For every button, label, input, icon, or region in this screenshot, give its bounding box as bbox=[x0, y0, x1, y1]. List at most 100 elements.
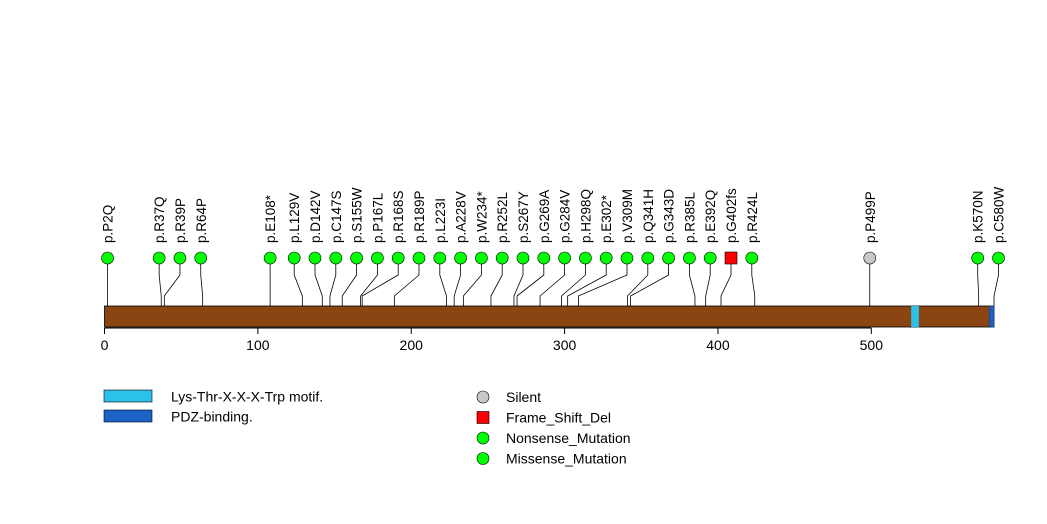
mutation-marker[interactable] bbox=[641, 251, 655, 265]
mutation-marker[interactable] bbox=[863, 251, 877, 265]
mutation-marker[interactable] bbox=[495, 251, 509, 265]
mutation-label: p.Q341H bbox=[641, 189, 656, 243]
mutation-stem bbox=[567, 258, 607, 306]
mutation-marker[interactable] bbox=[391, 251, 405, 265]
mutation-label: p.C580W bbox=[992, 186, 1007, 243]
mutation-marker[interactable] bbox=[579, 251, 592, 265]
mutation-marker[interactable] bbox=[745, 251, 759, 265]
mutation-marker[interactable] bbox=[620, 251, 634, 265]
mutation-label: p.W234* bbox=[474, 190, 489, 243]
mutation-marker[interactable] bbox=[350, 251, 363, 265]
x-tick-label: 200 bbox=[400, 337, 424, 353]
mutation-marker[interactable] bbox=[558, 251, 571, 265]
mutation-label: p.D142V bbox=[308, 190, 323, 243]
mutation-stem bbox=[163, 258, 181, 306]
x-tick-label: 300 bbox=[553, 337, 577, 353]
mutation-stem bbox=[490, 258, 503, 306]
legend-mutation-label: Nonsense_Mutation bbox=[506, 430, 631, 446]
mutation-marker[interactable] bbox=[662, 251, 675, 265]
protein-backbone bbox=[104, 305, 995, 328]
mutation-stem bbox=[627, 258, 649, 306]
mutation-marker[interactable] bbox=[287, 251, 301, 265]
mutation-marker[interactable] bbox=[173, 251, 187, 265]
mutation-label: p.P2Q bbox=[101, 205, 116, 243]
mutation-stem bbox=[329, 258, 337, 306]
mutation-marker[interactable] bbox=[329, 251, 343, 265]
mutation-stem bbox=[993, 258, 999, 306]
mutation-stem bbox=[341, 258, 358, 306]
mutation-marker[interactable] bbox=[971, 251, 985, 265]
mutation-stem bbox=[705, 258, 711, 306]
mutation-marker[interactable] bbox=[371, 251, 384, 265]
mutation-marker[interactable] bbox=[703, 251, 717, 265]
mutation-label: p.K570N bbox=[971, 190, 986, 243]
legend-domain-label: Lys-Thr-X-X-X-Trp motif. bbox=[171, 389, 323, 405]
mutation-marker[interactable] bbox=[683, 251, 696, 265]
legend-mutation-swatch bbox=[476, 411, 490, 424]
mutation-marker[interactable] bbox=[152, 251, 166, 265]
mutation-stem bbox=[539, 258, 566, 306]
mutation-stem bbox=[561, 258, 586, 306]
mutation-label: p.R424L bbox=[745, 191, 760, 243]
legend-domain-label: PDZ-binding. bbox=[171, 409, 253, 425]
mutation-marker[interactable] bbox=[412, 251, 426, 265]
mutation-marker[interactable] bbox=[194, 251, 208, 265]
mutation-stem bbox=[720, 258, 732, 306]
domain-lys-thr-x-x-x-trp-motif bbox=[911, 306, 919, 327]
mutation-label: p.R189P bbox=[412, 190, 427, 243]
mutation-label: p.C147S bbox=[329, 190, 344, 243]
mutation-stem bbox=[453, 258, 462, 306]
mutation-stem bbox=[513, 258, 524, 306]
legend-domain-swatch bbox=[103, 389, 153, 403]
x-tick-label: 500 bbox=[860, 337, 884, 353]
mutation-stem bbox=[361, 258, 399, 306]
mutation-label: p.R385L bbox=[682, 191, 697, 243]
mutation-label: p.G402fs bbox=[724, 188, 739, 243]
mutation-marker[interactable] bbox=[263, 251, 277, 265]
mutation-label: p.R168S bbox=[391, 190, 406, 243]
mutation-label: p.R64P bbox=[194, 198, 209, 243]
mutation-stem bbox=[439, 258, 447, 306]
mutation-marker[interactable] bbox=[101, 251, 114, 265]
mutation-stem bbox=[200, 258, 204, 306]
mutation-label: p.P499P bbox=[863, 191, 878, 243]
mutation-marker[interactable] bbox=[454, 251, 467, 265]
legend-mutation-label: Missense_Mutation bbox=[506, 451, 627, 467]
mutation-marker[interactable] bbox=[599, 251, 613, 265]
mutation-label: p.R37Q bbox=[152, 196, 167, 243]
legend-mutation-label: Silent bbox=[506, 389, 541, 405]
mutation-label: p.L223I bbox=[433, 198, 448, 243]
mutation-label: p.E302* bbox=[599, 194, 614, 243]
mutation-marker[interactable] bbox=[475, 251, 488, 265]
mutation-label: p.E392Q bbox=[703, 190, 718, 243]
legend-mutation-swatch bbox=[476, 390, 490, 404]
mutation-stem bbox=[689, 258, 696, 306]
mutation-marker[interactable] bbox=[516, 251, 530, 265]
mutation-label: p.G343D bbox=[662, 189, 677, 243]
mutation-marker[interactable] bbox=[724, 251, 738, 265]
x-tick-label: 400 bbox=[706, 337, 730, 353]
mutation-stem bbox=[462, 258, 482, 306]
x-tick-label: 100 bbox=[246, 337, 270, 353]
mutation-marker[interactable] bbox=[537, 251, 551, 265]
mutation-marker[interactable] bbox=[308, 251, 322, 265]
mutation-marker[interactable] bbox=[433, 251, 447, 265]
mutation-label: p.A228V bbox=[454, 191, 469, 243]
mutation-stem bbox=[293, 258, 303, 306]
mutation-stem bbox=[360, 258, 378, 306]
mutation-stem bbox=[314, 258, 323, 306]
mutation-label: p.V309M bbox=[620, 189, 635, 243]
mutation-stem bbox=[630, 258, 670, 306]
mutation-stem bbox=[393, 258, 420, 306]
legend-mutation-label: Frame_Shift_Del bbox=[506, 410, 611, 426]
mutation-stem bbox=[977, 258, 980, 306]
mutation-stem bbox=[751, 258, 756, 306]
mutation-label: p.E108* bbox=[263, 194, 278, 243]
mutation-marker[interactable] bbox=[992, 251, 1005, 265]
legend-domain-swatch bbox=[103, 409, 153, 423]
domain-pdz-binding bbox=[989, 305, 995, 328]
mutation-stem bbox=[577, 258, 628, 306]
legend-mutation-swatch bbox=[476, 452, 490, 465]
mutation-label: p.R39P bbox=[173, 198, 188, 243]
